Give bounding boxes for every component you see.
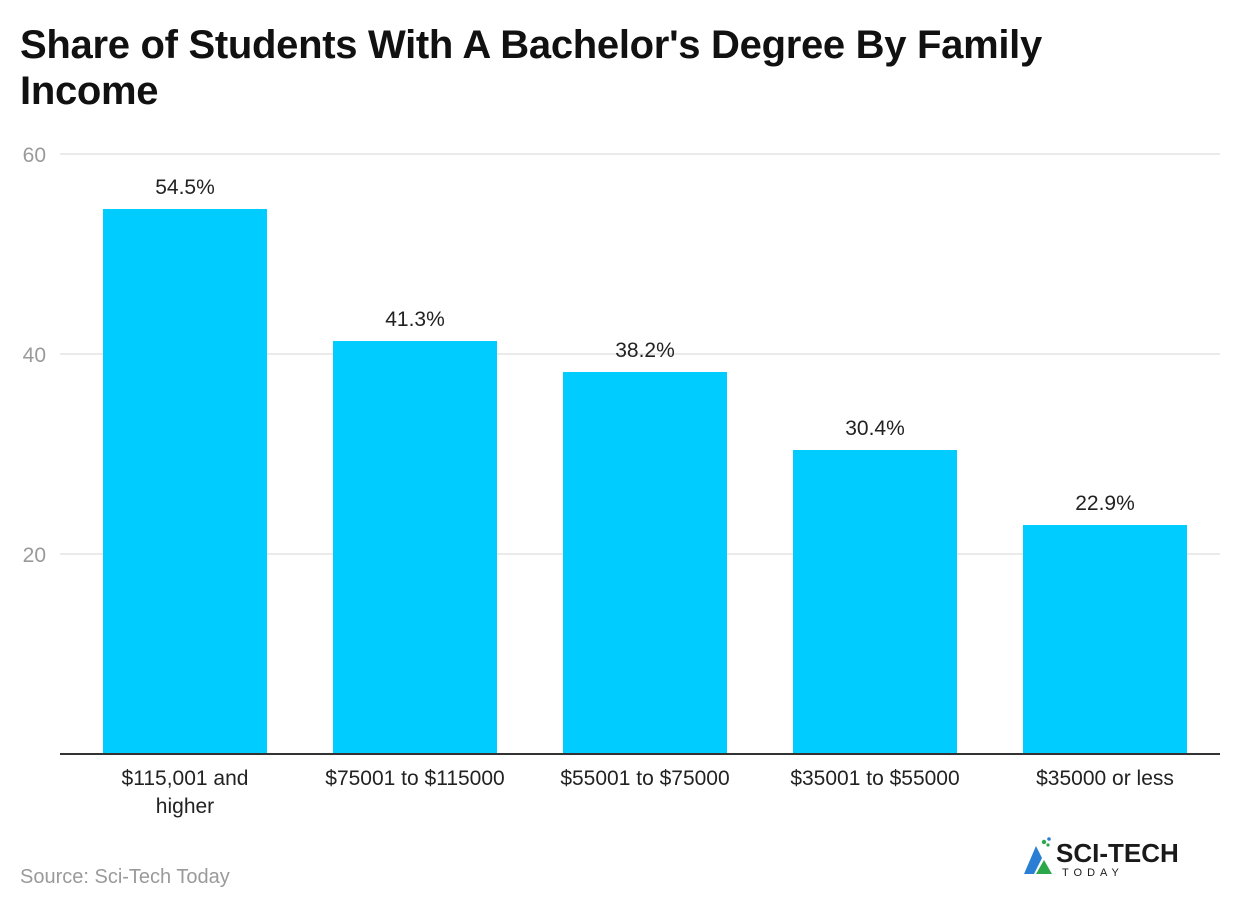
- bar: [563, 372, 727, 754]
- brand-tagline: TODAY: [1062, 867, 1124, 879]
- x-category-label: $35000 or less: [1036, 767, 1174, 790]
- bar-value-label: 54.5%: [155, 176, 215, 199]
- brand-mark-icon: [1024, 837, 1052, 874]
- brand-logo: SCI-TECH TODAY: [1024, 837, 1179, 879]
- bar-value-label: 30.4%: [845, 417, 905, 440]
- bar: [1023, 525, 1187, 754]
- x-category-label: $75001 to $115000: [325, 767, 504, 790]
- y-axis-tick-labels: 20 40 60: [23, 144, 46, 567]
- bar: [103, 209, 267, 754]
- y-tick-label: 60: [23, 144, 46, 167]
- x-category-label: higher: [156, 795, 214, 818]
- source-note: Source: Sci-Tech Today: [20, 866, 230, 888]
- chart-title: Share of Students With A Bachelor's Degr…: [20, 23, 1042, 113]
- x-axis-category-labels: $115,001 and higher $75001 to $115000 $5500…: [122, 767, 1174, 818]
- brand-name: SCI-TECH: [1056, 838, 1179, 868]
- value-labels: 54.5% 41.3% 38.2% 30.4% 22.9%: [155, 176, 1135, 515]
- y-tick-label: 20: [23, 544, 46, 567]
- bar: [793, 450, 957, 754]
- x-category-label: $115,001 and: [122, 767, 249, 790]
- bar-value-label: 38.2%: [615, 339, 675, 362]
- x-category-label: $55001 to $75000: [560, 767, 729, 790]
- y-tick-label: 40: [23, 344, 46, 367]
- x-category-label: $35001 to $55000: [790, 767, 959, 790]
- bar-value-label: 22.9%: [1075, 492, 1135, 515]
- bars: [103, 209, 1187, 754]
- bar-value-label: 41.3%: [385, 308, 445, 331]
- bar: [333, 341, 497, 754]
